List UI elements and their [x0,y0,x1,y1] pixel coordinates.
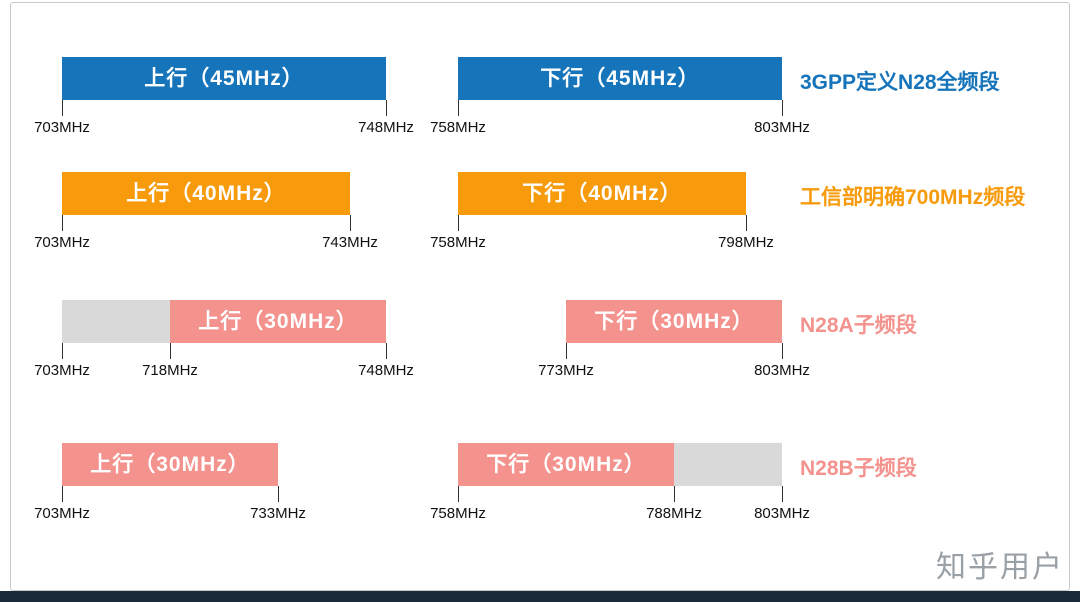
tick-mark [673,486,675,502]
tick-label: 748MHz [358,119,414,136]
tick-mark [61,100,63,116]
unused-band-segment [674,443,782,486]
tick-label: 733MHz [250,505,306,522]
tick-label: 773MHz [538,362,594,379]
tick-label: 703MHz [34,234,90,251]
tick-mark [277,486,279,502]
band-segment: 下行（40MHz） [458,172,746,215]
unused-band-segment [62,300,170,343]
bottom-bar [0,591,1080,602]
tick-label: 758MHz [430,119,486,136]
band-row: 上行（45MHz） 703MHz 748MHz 下行（45MHz） 758MHz 803M… [0,57,1080,147]
tick-mark [745,215,747,231]
tick-label: 798MHz [718,234,774,251]
band-segment: 下行（45MHz） [458,57,782,100]
band-segment: 上行（40MHz） [62,172,350,215]
tick-label: 703MHz [34,119,90,136]
tick-label: 788MHz [646,505,702,522]
tick-label: 703MHz [34,505,90,522]
tick-mark [61,343,63,359]
tick-mark [385,343,387,359]
row-label: N28A子频段 [800,314,917,337]
band-segment: 上行（30MHz） [62,443,278,486]
tick-mark [781,100,783,116]
tick-mark [457,486,459,502]
watermark: 知乎用户 [936,551,1064,584]
tick-label: 748MHz [358,362,414,379]
tick-mark [169,343,171,359]
band-segment: 上行（45MHz） [62,57,386,100]
band-segment: 上行（30MHz） [170,300,386,343]
tick-label: 803MHz [754,362,810,379]
tick-mark [349,215,351,231]
tick-mark [61,215,63,231]
tick-mark [781,343,783,359]
band-row: 上行（30MHz） 703MHz 718MHz 748MHz 下行（30MHz） 773M… [0,300,1080,390]
tick-mark [565,343,567,359]
tick-mark [61,486,63,502]
tick-label: 718MHz [142,362,198,379]
band-row: 上行（40MHz） 703MHz 743MHz 下行（40MHz） 758MHz 798M… [0,172,1080,262]
tick-label: 803MHz [754,505,810,522]
tick-label: 703MHz [34,362,90,379]
band-segment: 下行（30MHz） [458,443,674,486]
band-segment: 下行（30MHz） [566,300,782,343]
band-row: 上行（30MHz） 703MHz 733MHz 下行（30MHz） 758MHz 788M… [0,443,1080,533]
tick-mark [781,486,783,502]
tick-label: 803MHz [754,119,810,136]
row-label: 工信部明确700MHz频段 [800,186,1026,209]
row-label: 3GPP定义N28全频段 [800,71,1000,94]
tick-label: 758MHz [430,234,486,251]
tick-mark [457,215,459,231]
tick-mark [457,100,459,116]
tick-label: 758MHz [430,505,486,522]
tick-label: 743MHz [322,234,378,251]
tick-mark [385,100,387,116]
row-label: N28B子频段 [800,457,917,480]
